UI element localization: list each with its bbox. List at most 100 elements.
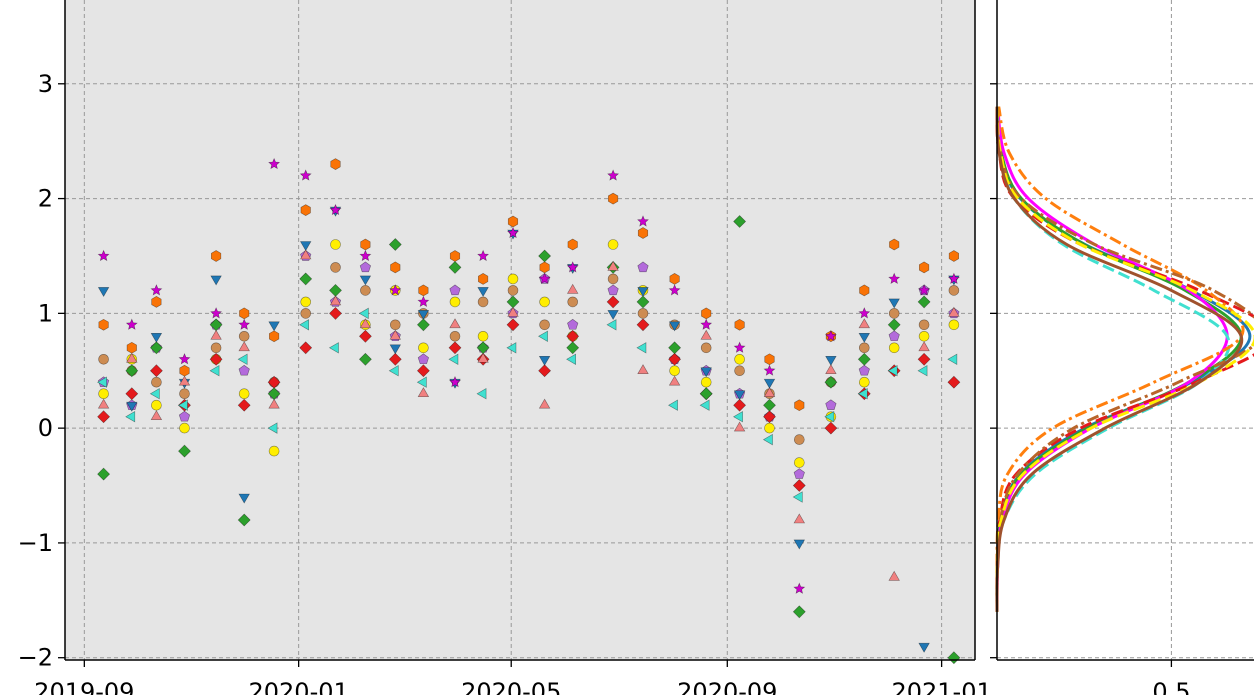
point (699, 387, 713, 401)
point (359, 275, 372, 286)
point (477, 249, 490, 262)
point (299, 341, 313, 355)
point (859, 284, 870, 297)
point (97, 376, 107, 388)
point (636, 295, 650, 309)
point (417, 353, 429, 365)
point (150, 410, 163, 421)
point (733, 341, 746, 353)
point (700, 367, 712, 378)
point (888, 298, 900, 309)
point (449, 284, 461, 296)
point (539, 261, 550, 274)
point (329, 203, 342, 216)
point (764, 422, 775, 434)
point (919, 261, 930, 274)
point (792, 479, 806, 492)
point (179, 364, 190, 377)
point (567, 318, 579, 330)
point (389, 319, 401, 331)
point (763, 398, 776, 412)
point (637, 287, 649, 297)
point (637, 261, 649, 273)
point (507, 226, 519, 239)
y-tick-label: 0 (38, 414, 53, 442)
point (390, 261, 401, 274)
y-tick-label: −2 (18, 644, 53, 672)
point (418, 284, 429, 297)
point (792, 605, 806, 619)
point (97, 467, 111, 481)
plot-background (997, 0, 1254, 660)
point (763, 364, 776, 376)
point (449, 331, 461, 342)
point (918, 642, 930, 653)
y-tick-label: −1 (18, 529, 53, 557)
point (538, 330, 548, 343)
point (825, 355, 837, 366)
point (449, 318, 461, 329)
point (269, 330, 280, 343)
point (918, 319, 930, 331)
point (330, 239, 341, 250)
point (267, 422, 278, 434)
point (668, 399, 678, 411)
point (238, 388, 250, 399)
point (917, 364, 928, 377)
point (888, 330, 900, 342)
point (825, 399, 837, 410)
point (330, 262, 341, 273)
point (701, 307, 712, 320)
point (97, 287, 110, 297)
point (607, 284, 619, 296)
point (149, 387, 160, 400)
point (606, 295, 620, 309)
point (150, 284, 163, 296)
point (299, 241, 312, 252)
point (126, 401, 138, 412)
point (300, 204, 311, 216)
point (151, 296, 162, 308)
point (358, 352, 372, 366)
point (887, 318, 901, 332)
point (449, 375, 461, 388)
point (607, 169, 620, 181)
point (238, 341, 250, 352)
point (566, 261, 579, 273)
point (178, 375, 191, 386)
point (388, 238, 402, 251)
x-tick-label: 2019-09 (34, 678, 134, 695)
point (858, 307, 871, 319)
point (151, 376, 162, 388)
point (857, 352, 871, 366)
point (97, 410, 111, 424)
point (824, 375, 838, 389)
y-tick-label: 1 (38, 299, 53, 327)
point (507, 273, 519, 285)
point (858, 376, 870, 388)
point (359, 318, 372, 329)
point (888, 342, 900, 354)
point (237, 398, 251, 412)
point (177, 399, 188, 411)
point (567, 238, 578, 251)
point (237, 353, 248, 366)
point (918, 284, 931, 296)
point (97, 398, 110, 409)
point (918, 331, 930, 342)
point (417, 295, 430, 307)
point (917, 352, 931, 366)
point (792, 491, 803, 503)
point (607, 260, 619, 271)
point (507, 285, 519, 296)
point (825, 364, 837, 375)
point (858, 318, 871, 329)
point (538, 249, 552, 263)
point (763, 410, 776, 424)
point (210, 275, 222, 286)
point (178, 353, 191, 365)
point (700, 318, 713, 330)
point (476, 387, 487, 400)
point (360, 238, 371, 251)
point (637, 364, 649, 375)
